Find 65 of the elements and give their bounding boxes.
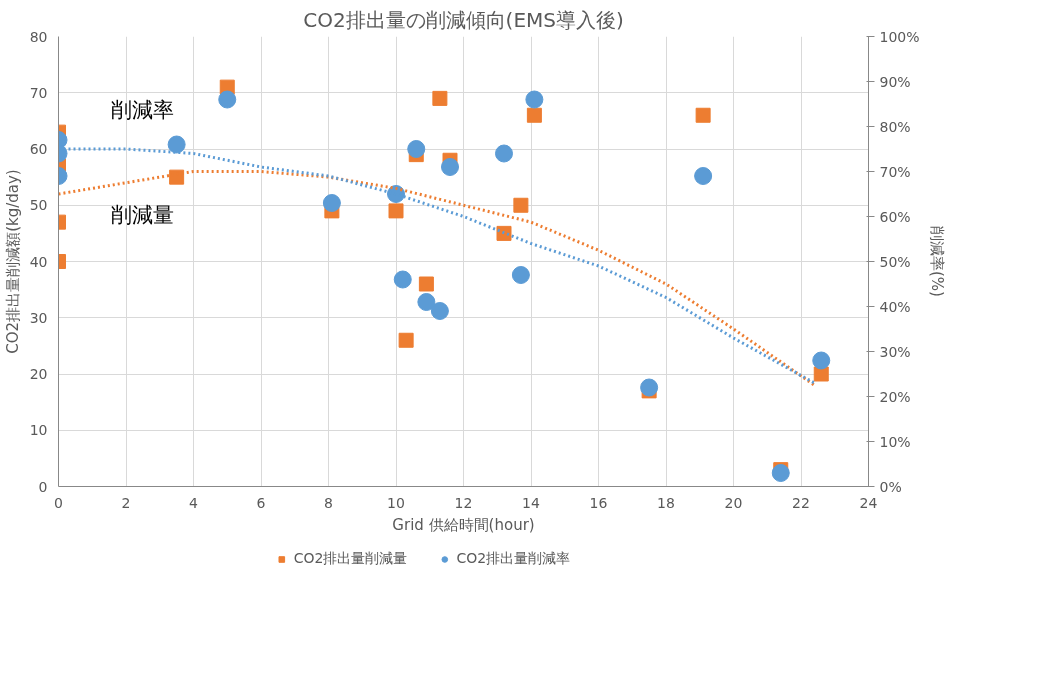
y2-tick-label: 70%: [879, 163, 911, 180]
x-tick-label: 2: [121, 494, 131, 511]
point: [417, 293, 436, 311]
x-tick-label: 0: [54, 494, 63, 511]
x-tick-label: 20: [724, 494, 743, 511]
y-tick-label: 70: [29, 84, 48, 101]
chart-title: CO2排出量の削減傾向(EMS導入後): [303, 7, 624, 32]
point: [430, 302, 449, 320]
y2-tick-label: 80%: [879, 118, 911, 135]
point: [432, 90, 448, 106]
point: [526, 107, 542, 123]
y2-tick-label: 60%: [879, 208, 911, 225]
y-tick-label: 20: [29, 366, 48, 382]
x-tick-label: 6: [256, 494, 266, 511]
x-tick-label: 10: [387, 494, 405, 511]
y2-tick-label: 30%: [879, 343, 911, 360]
point: [167, 135, 186, 154]
annotation: 削減量: [111, 202, 174, 227]
y2-tick-label: 90%: [879, 73, 911, 90]
y2-tick-label: 20%: [879, 388, 911, 405]
point: [525, 90, 544, 109]
y2-tick-label: 100%: [879, 28, 920, 45]
point: [169, 169, 185, 185]
y2-tick-label: 10%: [879, 433, 911, 450]
point: [771, 464, 790, 482]
y-tick-label: 0: [38, 478, 48, 495]
x-tick-label: 4: [189, 494, 199, 511]
y-tick-label: 40: [29, 253, 48, 270]
point: [322, 194, 341, 212]
x-tick-label: 8: [324, 494, 333, 511]
point: [388, 203, 404, 219]
annotation: 削減率: [111, 97, 174, 122]
point: [640, 378, 659, 397]
point: [694, 167, 713, 185]
x-tick-label: 24: [859, 494, 878, 511]
y-tick-label: 80: [29, 28, 48, 45]
y-tick-label: 10: [29, 422, 48, 439]
y2-tick-label: 40%: [879, 298, 911, 315]
point: [511, 266, 530, 284]
point: [513, 197, 529, 213]
legend-label: CO2排出量削減量: [293, 550, 408, 568]
point: [218, 90, 237, 109]
x-tick-label: 18: [657, 494, 675, 511]
point: [393, 270, 412, 289]
x-tick-label: 14: [522, 494, 540, 511]
legend-label: CO2排出量削減率: [456, 550, 571, 568]
point: [418, 276, 434, 292]
x-tick-label: 12: [454, 494, 473, 511]
x-tick-label: 16: [589, 494, 608, 511]
y-tick-label: 30: [29, 309, 48, 326]
y2-tick-label: 0%: [879, 478, 902, 495]
y-tick-label: 60: [29, 141, 48, 157]
point: [407, 140, 426, 158]
y2-axis-title: 削減率(%): [927, 226, 946, 297]
point: [695, 107, 711, 123]
y-axis-title: CO2排出量削減額(kg/day): [3, 169, 22, 354]
y2-tick-label: 50%: [879, 253, 911, 270]
y-tick-label: 50: [29, 197, 48, 214]
point: [496, 225, 512, 241]
point: [441, 158, 459, 176]
x-tick-label: 22: [792, 494, 810, 511]
point: [398, 332, 414, 348]
point: [812, 351, 831, 370]
x-axis-title: Grid 供給時間(hour): [392, 515, 535, 534]
point: [495, 144, 513, 163]
